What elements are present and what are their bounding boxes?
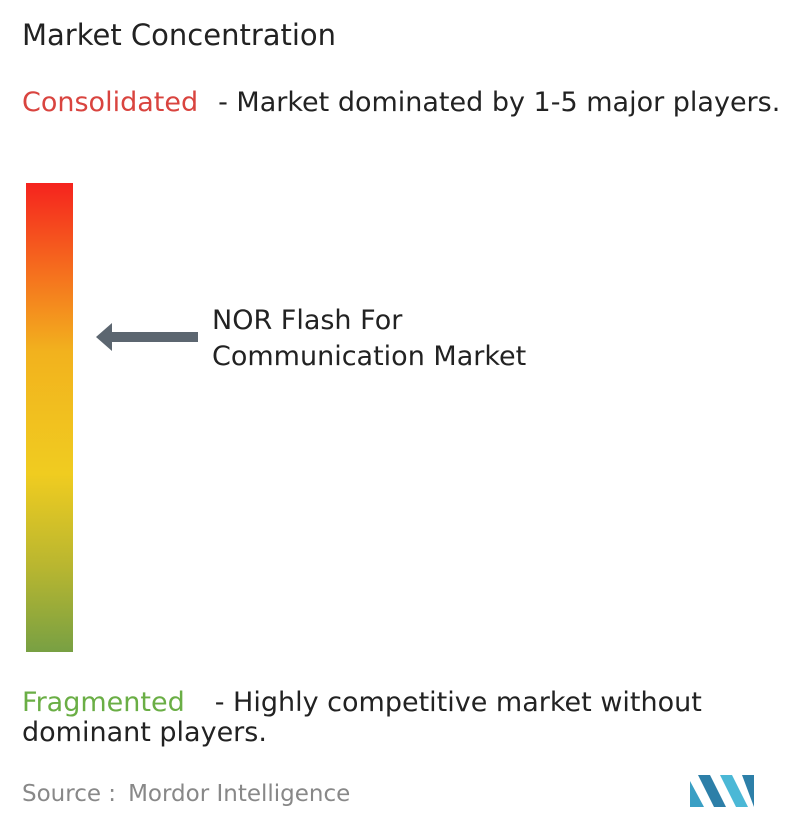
fragmented-label: Fragmented xyxy=(22,687,185,718)
logo-part xyxy=(690,781,704,807)
fragmented-description: - Highly competitive market without domi… xyxy=(22,687,702,748)
consolidated-description: - Market dominated by 1-5 major players. xyxy=(218,87,781,118)
logo-part xyxy=(720,775,748,807)
arrow xyxy=(96,323,198,351)
consolidated-label: Consolidated xyxy=(22,87,199,118)
fragmented-text: Fragmented - Highly competitive market wi… xyxy=(22,688,792,748)
logo-part xyxy=(742,775,754,807)
source-name: Mordor Intelligence xyxy=(128,781,351,807)
logo-part xyxy=(698,775,726,807)
concentration-bar xyxy=(26,183,73,652)
title: Market Concentration xyxy=(22,18,337,52)
market-label: NOR Flash For Communication Market xyxy=(212,305,527,372)
source: Source : Mordor Intelligence xyxy=(22,781,350,807)
arrow-shape xyxy=(96,323,198,351)
logo xyxy=(690,775,754,807)
source-label: Source : xyxy=(22,781,117,807)
consolidated-text: Consolidated - Market dominated by 1-5 ma… xyxy=(22,88,792,118)
